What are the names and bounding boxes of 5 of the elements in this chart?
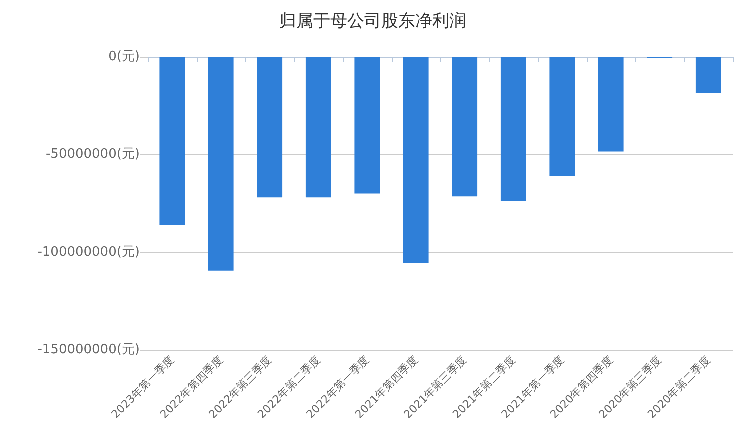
chart-title: 归属于母公司股东净利润 <box>280 12 466 32</box>
y-tick-label: -50000000(元) <box>46 147 140 162</box>
y-tick-label: -150000000(元) <box>38 342 140 358</box>
y-tick-label: -100000000(元) <box>38 244 140 260</box>
y-tick-label: 0(元) <box>108 50 140 64</box>
